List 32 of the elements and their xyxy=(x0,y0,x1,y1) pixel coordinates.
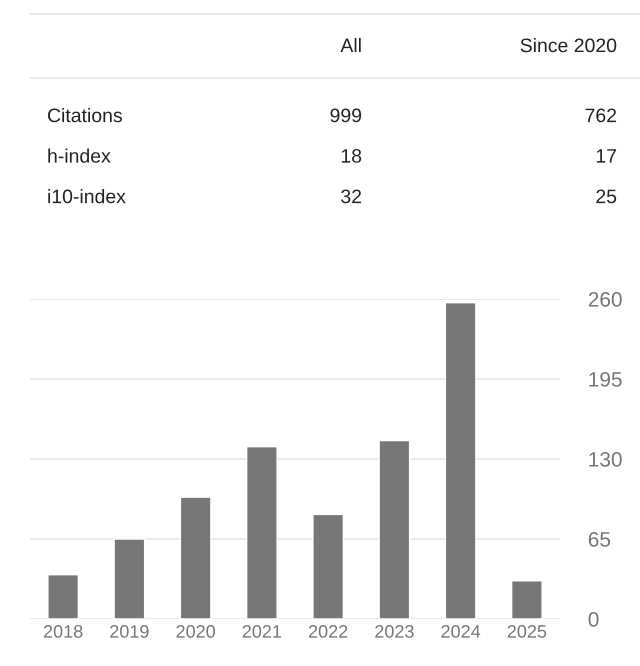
x-tick-label: 2022 xyxy=(308,625,348,638)
x-tick-label: 2025 xyxy=(508,625,546,638)
x-tick-label: 2020 xyxy=(176,625,216,638)
text: 25 xyxy=(596,190,616,204)
y-tick-label: 260 xyxy=(588,292,622,307)
bar xyxy=(312,514,344,619)
x-tick-label: 2024 xyxy=(441,625,480,638)
category-label: i10-index xyxy=(48,189,126,204)
bar xyxy=(47,574,80,619)
text: 32 xyxy=(341,190,362,204)
text: 762 xyxy=(586,108,616,122)
y-tick-label: 195 xyxy=(589,372,622,387)
bar xyxy=(246,446,278,619)
x-tick-label: 2018 xyxy=(44,625,82,638)
y-tick-label: 65 xyxy=(588,532,610,547)
y-tick-label: 130 xyxy=(589,452,622,467)
bar xyxy=(180,496,212,619)
x-tick-label: 2019 xyxy=(110,625,149,638)
x-tick-label: 2021 xyxy=(242,625,282,638)
y-tick-label: 0 xyxy=(588,612,599,627)
text: 17 xyxy=(596,149,616,163)
category-label: Citations xyxy=(48,108,122,122)
bar xyxy=(444,302,477,619)
bar xyxy=(378,440,410,619)
category-label: All xyxy=(340,38,361,52)
text: 18 xyxy=(342,149,362,163)
category-label: Since 2020 xyxy=(520,38,616,52)
bar xyxy=(510,580,543,619)
bar xyxy=(113,538,146,619)
text: 999 xyxy=(330,108,362,122)
x-tick-label: 2023 xyxy=(375,625,414,638)
category-label: h-index xyxy=(48,148,111,163)
